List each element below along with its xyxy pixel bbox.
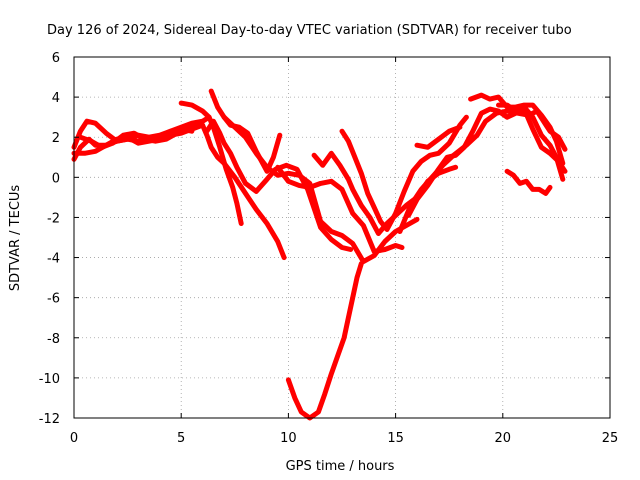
x-axis-title: GPS time / hours: [286, 459, 395, 474]
x-tick-label: 5: [177, 431, 185, 446]
series-track-15: [406, 106, 568, 218]
series-track-12: [285, 261, 364, 421]
y-tick-label: -10: [39, 372, 60, 387]
series-track-13: [339, 114, 469, 232]
x-tick-label: 15: [387, 431, 404, 446]
series-track-08: [208, 88, 283, 174]
series-track-19: [496, 102, 566, 182]
plot-frame: [73, 56, 611, 419]
y-tick-label: -12: [39, 412, 60, 427]
series-track-10: [275, 164, 405, 254]
series-track-06: [200, 122, 287, 261]
x-tick-label: 20: [495, 431, 512, 446]
series-track-07: [204, 118, 354, 252]
x-tick-label: 0: [70, 431, 78, 446]
x-tick-label: 25: [602, 431, 619, 446]
axis-ticks: 0 5 10 15 20 25 -12 -10 -8 -6 -4 -2 0 2 4 6: [39, 51, 619, 446]
y-tick-label: -4: [47, 252, 60, 267]
series-track-17: [468, 92, 566, 166]
series-track-04: [77, 122, 201, 150]
series-track-05: [178, 100, 244, 226]
y-tick-label: -8: [47, 332, 60, 347]
y-tick-label: 2: [52, 131, 60, 146]
series-track-09: [221, 114, 420, 265]
y-axis-title: SDTVAR / TECUs: [8, 185, 23, 292]
series-track-03: [71, 126, 195, 156]
y-tick-label: -2: [47, 211, 60, 226]
series-track-11: [311, 150, 459, 236]
series-track-18: [504, 168, 553, 196]
data-series: [71, 88, 568, 421]
y-tick-label: 0: [52, 171, 60, 186]
y-tick-label: 4: [52, 91, 60, 106]
y-tick-label: 6: [52, 51, 60, 66]
series-track-16: [414, 124, 463, 150]
y-tick-label: -6: [47, 292, 60, 307]
x-tick-label: 10: [280, 431, 297, 446]
chart-title: Day 126 of 2024, Sidereal Day-to-day VTE…: [47, 23, 572, 38]
